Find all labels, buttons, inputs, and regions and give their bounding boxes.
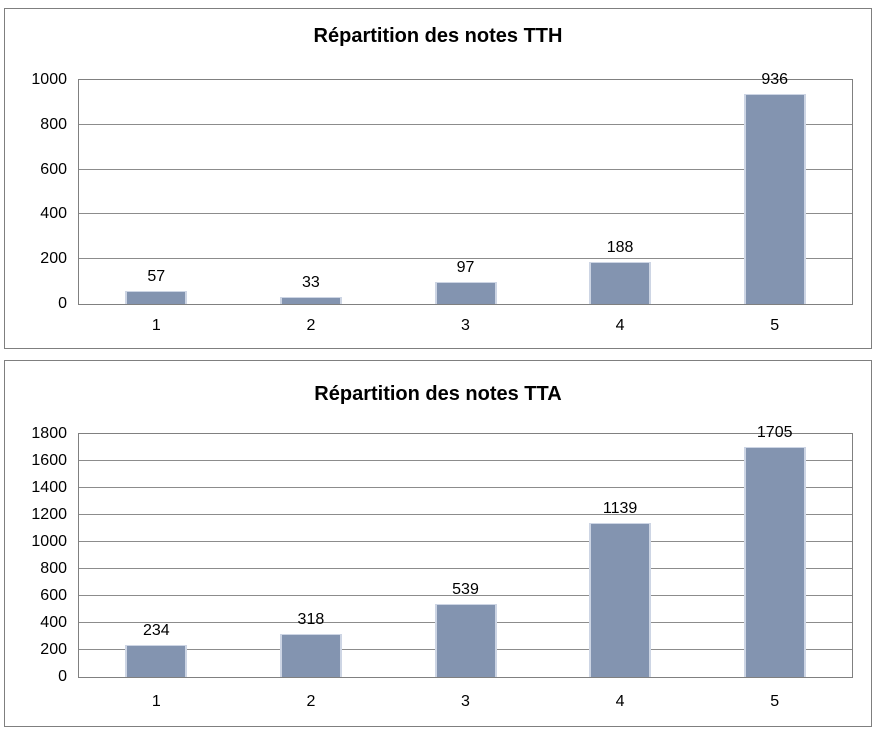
x-axis-category-label: 4 <box>615 317 625 334</box>
gridline <box>79 487 852 488</box>
y-axis-tick-label: 200 <box>40 250 67 268</box>
y-axis-tick-label: 600 <box>40 587 67 605</box>
bar-note-3 <box>434 282 497 304</box>
bar-note-5 <box>743 94 806 304</box>
chart-panel-notes-tta: Répartition des notes TTA 0 200 400 600 800 1… <box>4 360 872 727</box>
bar-value-label: 33 <box>301 273 320 291</box>
bar-note-5 <box>743 446 806 677</box>
bar-value-label: 234 <box>142 622 170 640</box>
y-axis: 0 200 400 600 800 1000 1200 1400 1600 1800 <box>5 426 67 685</box>
plot-area: 234 318 539 1139 1705 <box>78 424 853 678</box>
bar-note-1 <box>125 291 188 304</box>
bar-note-2 <box>279 634 342 677</box>
y-axis-tick-label: 1800 <box>31 425 67 442</box>
bar-note-1 <box>125 645 188 677</box>
bar-note-2 <box>279 296 342 304</box>
x-axis-category-label: 2 <box>306 693 316 710</box>
y-axis-tick-label: 400 <box>40 614 67 631</box>
chart-title: Répartition des notes TTH <box>313 25 563 47</box>
x-axis: 1 2 3 4 5 <box>79 313 852 339</box>
y-axis: 0 200 400 600 800 1000 <box>5 72 67 312</box>
bar-value-label: 97 <box>456 259 475 277</box>
y-axis-tick-label: 800 <box>40 115 67 133</box>
gridline <box>79 258 852 260</box>
bar-value-label: 936 <box>761 71 789 89</box>
bar-value-label: 1705 <box>756 423 793 441</box>
bar-value-label: 57 <box>147 268 166 286</box>
gridline <box>79 514 852 516</box>
gridline <box>79 213 852 215</box>
y-axis-tick-label: 0 <box>58 668 67 685</box>
bar-note-4 <box>589 261 652 304</box>
y-axis-tick-label: 1600 <box>31 452 67 469</box>
gridline <box>79 460 852 461</box>
y-axis-tick-label: 1400 <box>31 479 67 496</box>
bar-value-label: 318 <box>297 611 325 629</box>
bar-note-4 <box>589 523 652 677</box>
y-axis-tick-label: 1000 <box>31 71 67 88</box>
x-axis-category-label: 5 <box>770 693 780 710</box>
bar-value-label: 539 <box>452 581 479 599</box>
gridline <box>79 123 852 125</box>
x-axis-category-label: 1 <box>151 693 161 710</box>
bar-value-label: 188 <box>606 238 634 256</box>
x-axis: 1 2 3 4 5 <box>79 689 852 715</box>
x-axis-category-label: 3 <box>461 317 470 334</box>
y-axis-tick-label: 0 <box>58 295 67 312</box>
plot-area: 57 33 97 188 936 <box>78 72 853 305</box>
x-axis-category-label: 5 <box>770 317 780 334</box>
y-axis-tick-label: 1000 <box>31 533 67 550</box>
gridline <box>79 168 852 170</box>
x-axis-category-label: 3 <box>461 693 470 710</box>
gridline <box>79 568 852 569</box>
y-axis-tick-label: 400 <box>40 205 67 223</box>
x-axis-category-label: 4 <box>615 693 625 710</box>
y-axis-tick-label: 800 <box>40 560 67 577</box>
gridline <box>79 541 852 542</box>
y-axis-tick-label: 600 <box>40 160 67 178</box>
bar-value-label: 1139 <box>602 500 638 518</box>
x-axis-category-label: 1 <box>151 317 161 334</box>
bar-note-3 <box>434 604 497 677</box>
gridline <box>79 595 852 597</box>
y-axis-tick-label: 1200 <box>31 506 67 524</box>
chart-title: Répartition des notes TTA <box>314 383 562 405</box>
x-axis-category-label: 2 <box>306 317 316 334</box>
y-axis-tick-label: 200 <box>40 641 67 658</box>
chart-panel-notes-tth: Répartition des notes TTH 0 200 400 600 800 1… <box>4 8 872 349</box>
